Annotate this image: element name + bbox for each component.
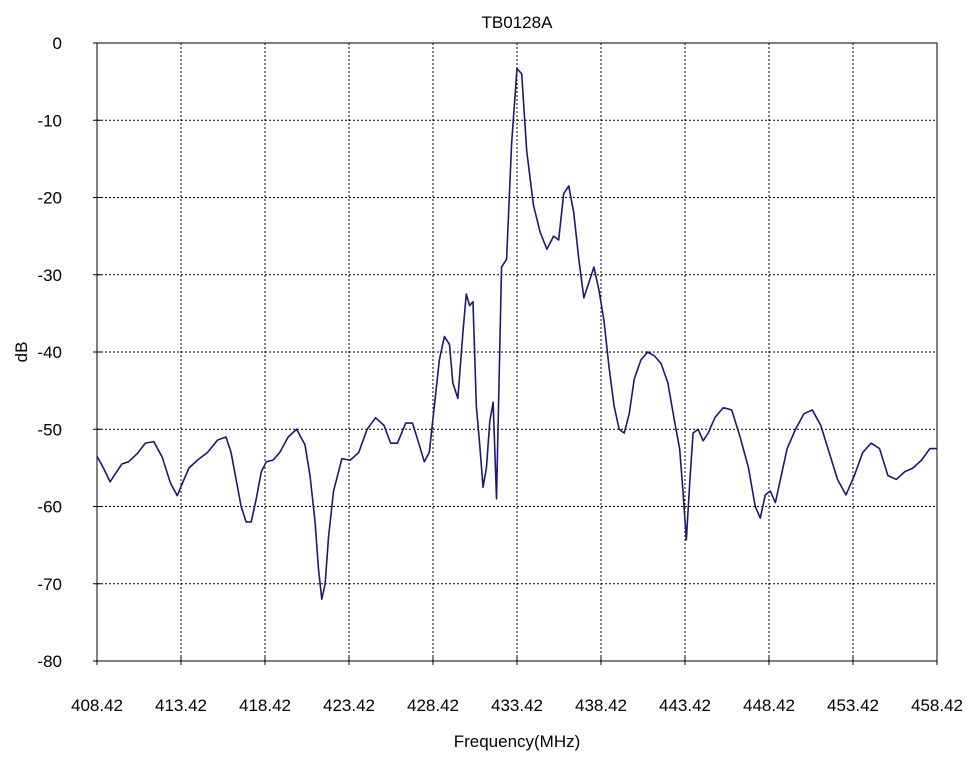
y-tick-label: -30 [37,266,62,285]
x-tick-label: 408.42 [71,696,123,715]
x-tick-label: 428.42 [407,696,459,715]
x-tick-label: 438.42 [575,696,627,715]
x-tick-label: 458.42 [911,696,963,715]
x-tick-label: 433.42 [491,696,543,715]
y-tick-label: -80 [37,652,62,671]
x-tick-label: 443.42 [659,696,711,715]
series-line-1 [96,67,937,601]
x-tick-label: 423.42 [323,696,375,715]
x-axis-label: Frequency(MHz) [454,732,581,751]
y-tick-label: -50 [37,420,62,439]
axis-ticks: 408.42 413.42 418.42 423.42 428.42 433.42 438.… [37,34,963,715]
chart-title: TB0128A [482,13,554,32]
grid [97,43,937,661]
y-tick-label: -60 [37,498,62,517]
x-tick-label: 453.42 [827,696,879,715]
y-tick-label: -10 [37,111,62,130]
y-axis-label: dB [12,342,31,363]
series-layer [96,67,937,601]
y-tick-label: -20 [37,189,62,208]
x-tick-label: 413.42 [155,696,207,715]
x-tick-label: 448.42 [743,696,795,715]
y-tick-label: -70 [37,575,62,594]
x-tick-label: 418.42 [239,696,291,715]
y-tick-label: -40 [37,343,62,362]
y-tick-label: 0 [53,34,62,53]
